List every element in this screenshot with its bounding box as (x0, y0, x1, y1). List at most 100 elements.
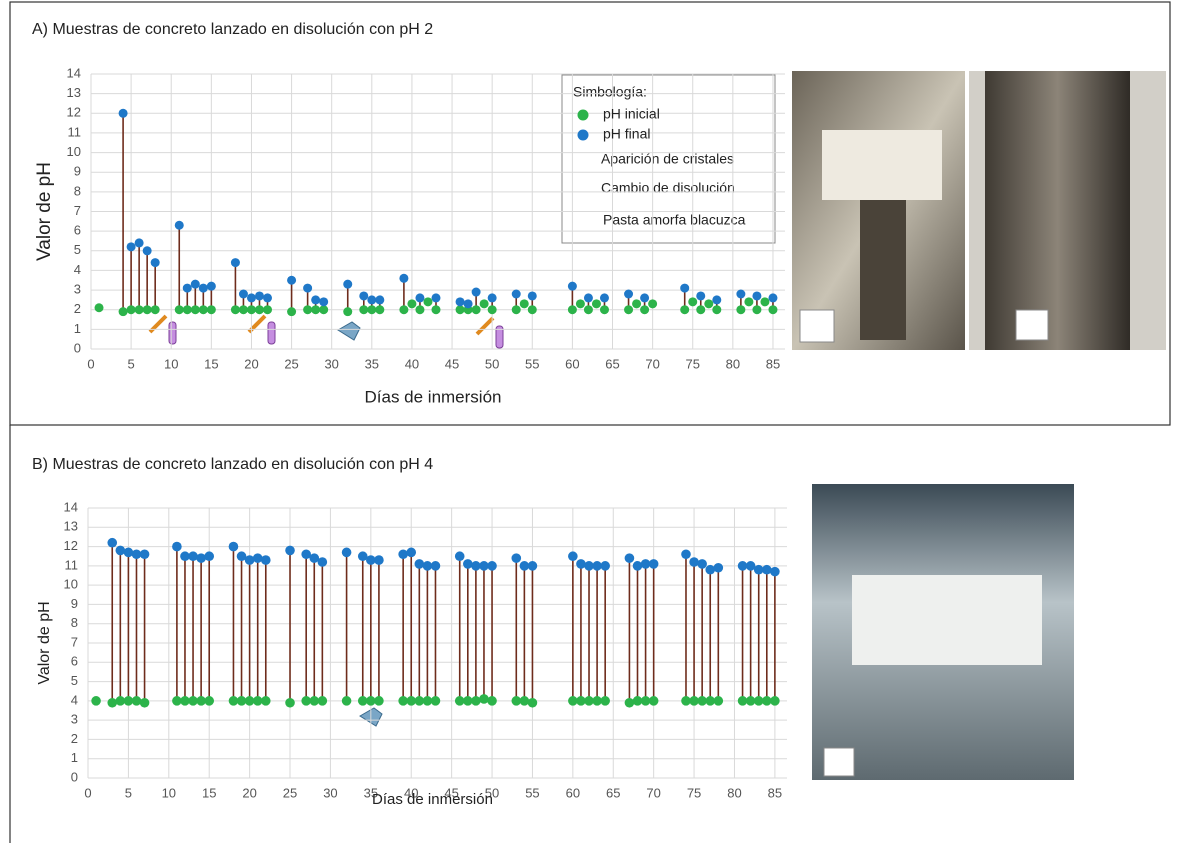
x-tick-label: 10 (162, 785, 176, 800)
point (318, 557, 328, 567)
point (455, 551, 465, 561)
x-tick-label: 75 (687, 785, 701, 800)
y-tick-label: 10 (64, 577, 78, 592)
point (151, 258, 160, 267)
point (231, 305, 240, 314)
point (247, 305, 256, 314)
point (592, 299, 601, 308)
point (768, 293, 777, 302)
point (143, 305, 152, 314)
x-tick-label: 70 (646, 785, 660, 800)
point (600, 305, 609, 314)
y-tick-label: 0 (71, 769, 78, 784)
x-tick-label: 70 (645, 356, 659, 371)
point (648, 299, 657, 308)
point (407, 299, 416, 308)
y-tick-label: 8 (74, 183, 81, 198)
x-tick-label: 35 (365, 356, 379, 371)
y-tick-label: 3 (71, 712, 78, 727)
x-tick-label: 15 (202, 785, 216, 800)
x-tick-label: 25 (283, 785, 297, 800)
point (127, 305, 136, 314)
x-tick-label: 40 (405, 356, 419, 371)
point (625, 698, 635, 708)
point (762, 565, 772, 575)
point (487, 696, 497, 706)
point (287, 307, 296, 316)
point (431, 293, 440, 302)
point (285, 698, 295, 708)
point (415, 305, 424, 314)
point (488, 305, 497, 314)
point (151, 305, 160, 314)
point (343, 307, 352, 316)
point (680, 284, 689, 293)
photo-a1 (792, 71, 965, 350)
point (398, 549, 408, 559)
legend-entry: pH inicial (603, 106, 660, 122)
point (406, 548, 416, 558)
point (488, 293, 497, 302)
y-tick-label: 1 (74, 321, 81, 336)
x-tick-label: 65 (606, 785, 620, 800)
point (568, 551, 578, 561)
point (303, 305, 312, 314)
point (207, 282, 216, 291)
point (239, 290, 248, 299)
chart-title: B) Muestras de concreto lanzado en disol… (32, 456, 433, 473)
point (359, 305, 368, 314)
figure: Simbología: Aparición de cristales Cambi… (0, 0, 1179, 843)
point (375, 295, 384, 304)
legend-title: Simbología: (573, 84, 647, 100)
point (342, 548, 352, 558)
point (199, 284, 208, 293)
point (183, 305, 192, 314)
legend-entry: Pasta amorfa blacuzca (603, 212, 746, 228)
point (624, 290, 633, 299)
x-axis-title: Días de inmersión (372, 791, 493, 808)
point (680, 305, 689, 314)
point (140, 549, 150, 559)
point (374, 555, 384, 565)
y-tick-label: 5 (74, 242, 81, 257)
x-tick-label: 5 (125, 785, 132, 800)
point (175, 221, 184, 230)
point (343, 280, 352, 289)
point (375, 305, 384, 314)
point (584, 305, 593, 314)
point (191, 280, 200, 289)
y-tick-label: 1 (71, 750, 78, 765)
point (143, 246, 152, 255)
point (705, 565, 715, 575)
point (415, 559, 425, 569)
point (681, 549, 691, 559)
point (91, 696, 101, 706)
point (736, 305, 745, 314)
y-tick-label: 12 (64, 538, 78, 553)
point (480, 299, 489, 308)
point (132, 696, 142, 706)
point (770, 567, 780, 577)
y-tick-label: 2 (74, 301, 81, 316)
point (696, 291, 705, 300)
point (263, 305, 272, 314)
y-tick-label: 3 (74, 282, 81, 297)
y-tick-label: 4 (74, 262, 81, 277)
point (191, 305, 200, 314)
y-tick-label: 14 (67, 65, 81, 80)
point (487, 561, 497, 571)
point (311, 305, 320, 314)
point (600, 696, 610, 706)
x-tick-label: 85 (766, 356, 780, 371)
x-tick-label: 55 (525, 356, 539, 371)
point (399, 274, 408, 283)
point (624, 305, 633, 314)
y-tick-label: 6 (74, 223, 81, 238)
point (456, 305, 465, 314)
x-tick-label: 20 (244, 356, 258, 371)
y-tick-label: 12 (67, 105, 81, 120)
point (204, 696, 214, 706)
point (107, 698, 117, 708)
point (688, 297, 697, 306)
x-tick-label: 60 (566, 785, 580, 800)
